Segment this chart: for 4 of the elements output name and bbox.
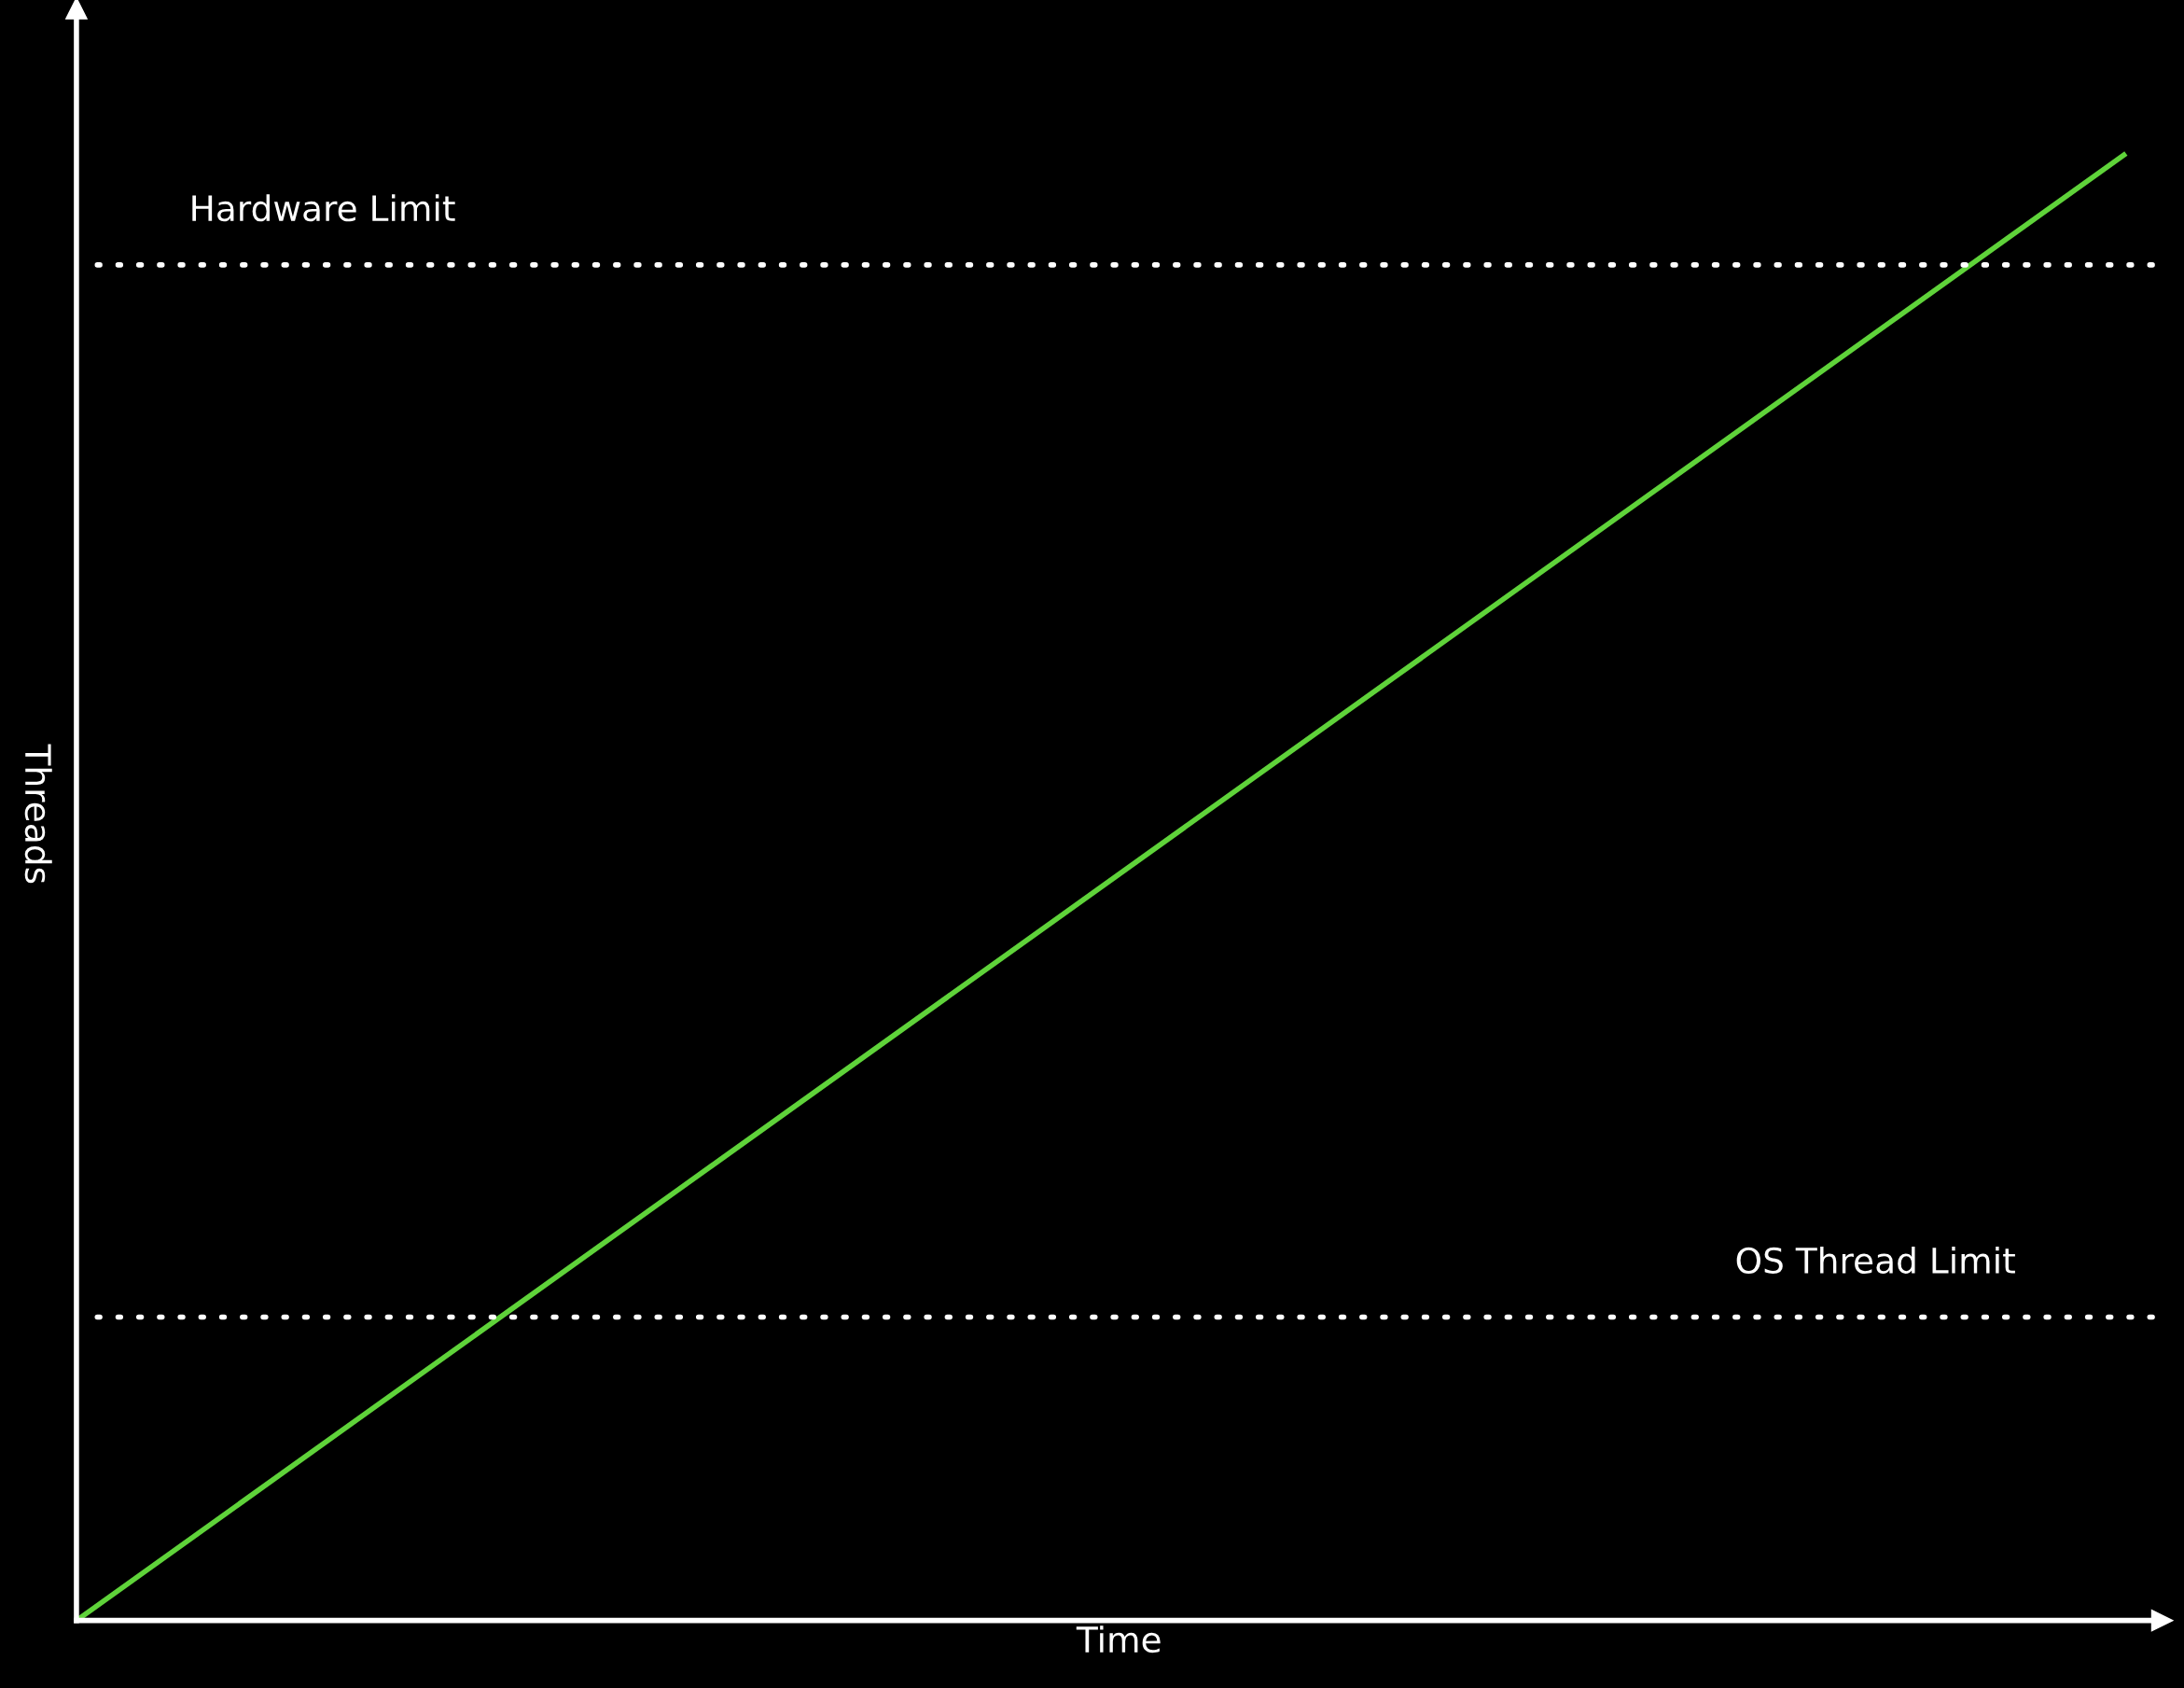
- x-axis-title: Time: [1076, 1625, 1161, 1653]
- y-axis-title: Threads: [24, 744, 52, 884]
- ref-line-label: Hardware Limit: [192, 194, 455, 222]
- ref-line-label: OS Thread Limit: [1736, 1246, 2015, 1275]
